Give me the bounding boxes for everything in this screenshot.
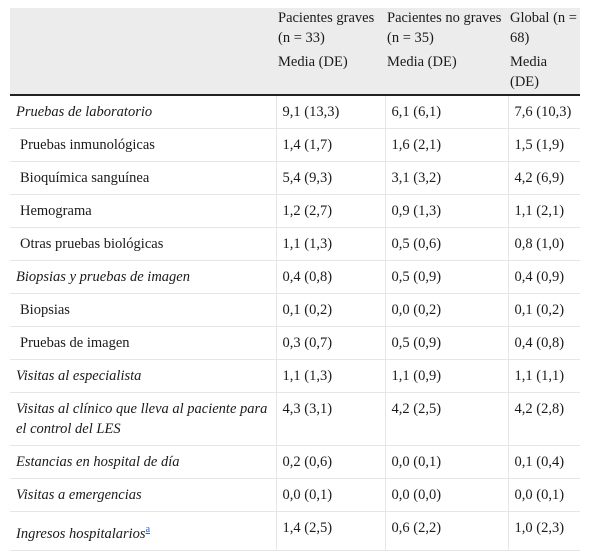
header-col-global: Global (n = 68) Media (DE) [508,8,580,96]
table-row: Estancias en hospital de día 0,2 (0,6) 0,0… [10,445,580,479]
cell-value-col1: 0,1 (0,2) [276,293,386,327]
row-label-text: Biopsias [20,302,70,318]
row-label-text: Visitas al especialista [16,368,142,384]
cell-value-col2: 0,9 (1,3) [385,194,509,228]
cell-value-col2: 0,5 (0,9) [385,326,509,360]
cell-value-col2: 1,6 (2,1) [385,128,509,162]
row-label: Biopsias [10,293,277,327]
row-label: Bioquímica sanguínea [10,161,277,195]
row-label-text: Hemograma [20,203,92,219]
data-table: Pacientes graves (n = 33) Media (DE) Pac… [10,8,580,551]
table-row: Biopsias y pruebas de imagen 0,4 (0,8) 0,5… [10,260,580,294]
cell-value-col1: 0,0 (0,1) [276,478,386,512]
header-col-global-title: Global (n = 68) [510,10,577,46]
row-label-text: Ingresos hospitalarios [16,525,146,542]
row-label: Otras pruebas biológicas [10,227,277,261]
cell-value-col3: 0,1 (0,2) [508,293,580,327]
row-label: Pruebas de laboratorio [10,95,277,129]
header-col-no-graves: Pacientes no graves (n = 35) Media (DE) [385,8,508,96]
row-label-text: Biopsias y pruebas de imagen [16,269,190,285]
row-label: Estancias en hospital de día [10,445,277,479]
cell-value-col1: 1,4 (1,7) [276,128,386,162]
cell-value-col3: 4,2 (6,9) [508,161,580,195]
cell-value-col1: 5,4 (9,3) [276,161,386,195]
cell-value-col3: 0,4 (0,9) [508,260,580,294]
cell-value-col2: 3,1 (3,2) [385,161,509,195]
cell-value-col1: 1,1 (1,3) [276,359,386,393]
table-body: Pruebas de laboratorio 9,1 (13,3) 6,1 (6,1… [10,95,580,551]
cell-value-col3: 0,1 (0,4) [508,445,580,479]
row-label: Hemograma [10,194,277,228]
cell-value-col3: 4,2 (2,8) [508,392,580,446]
row-label: Ingresos hospitalariosa [10,511,277,551]
table-row: Visitas al especialista 1,1 (1,3) 1,1 (0,9… [10,359,580,393]
table-row: Visitas a emergencias 0,0 (0,1) 0,0 (0,0) 0… [10,478,580,512]
row-label: Visitas al especialista [10,359,277,393]
row-label: Biopsias y pruebas de imagen [10,260,277,294]
table-row: Bioquímica sanguínea 5,4 (9,3) 3,1 (3,2) 4,… [10,161,580,195]
table-row: Pruebas inmunológicas 1,4 (1,7) 1,6 (2,1) 1… [10,128,580,162]
cell-value-col3: 7,6 (10,3) [508,95,580,129]
cell-value-col1: 0,3 (0,7) [276,326,386,360]
row-label-text: Pruebas de laboratorio [16,104,153,120]
row-label-text: Pruebas de imagen [20,335,130,351]
cell-value-col3: 1,0 (2,3) [508,511,580,551]
cell-value-col3: 1,1 (1,1) [508,359,580,393]
cell-value-col1: 0,2 (0,6) [276,445,386,479]
row-label: Pruebas inmunológicas [10,128,277,162]
cell-value-col1: 1,2 (2,7) [276,194,386,228]
table-row: Biopsias 0,1 (0,2) 0,0 (0,2) 0,1 (0,2) [10,293,580,327]
header-col-graves-title: Pacientes graves (n = 33) [278,10,375,46]
header-col-global-stat: Media (DE) [510,54,548,90]
header-empty-cell [10,8,276,96]
cell-value-col3: 1,1 (2,1) [508,194,580,228]
row-label: Pruebas de imagen [10,326,277,360]
cell-value-col3: 1,5 (1,9) [508,128,580,162]
table-row: Hemograma 1,2 (2,7) 0,9 (1,3) 1,1 (2,1) [10,194,580,228]
row-label-text: Otras pruebas biológicas [20,236,164,252]
header-col-no-graves-stat: Media (DE) [387,54,457,70]
table-row: Visitas al clínico que lleva al paciente… [10,392,580,446]
header-col-graves-stat: Media (DE) [278,54,348,70]
row-label: Visitas al clínico que lleva al paciente… [10,392,277,446]
cell-value-col2: 1,1 (0,9) [385,359,509,393]
table-header: Pacientes graves (n = 33) Media (DE) Pac… [10,8,580,96]
cell-value-col2: 6,1 (6,1) [385,95,509,129]
row-label-text: Bioquímica sanguínea [20,170,150,186]
cell-value-col1: 9,1 (13,3) [276,95,386,129]
table-row: Ingresos hospitalariosa 1,4 (2,5) 0,6 (2,2… [10,511,580,551]
row-label-text: Visitas al clínico que lleva al paciente… [16,401,268,437]
footnote-link[interactable]: a [145,524,151,535]
row-label-text: Visitas a emergencias [16,487,142,503]
row-label-text: Estancias en hospital de día [16,454,180,470]
table-row: Pruebas de imagen 0,3 (0,7) 0,5 (0,9) 0,4 (… [10,326,580,360]
cell-value-col1: 1,4 (2,5) [276,511,386,551]
cell-value-col2: 0,5 (0,9) [385,260,509,294]
cell-value-col2: 0,0 (0,0) [385,478,509,512]
cell-value-col1: 0,4 (0,8) [276,260,386,294]
cell-value-col1: 1,1 (1,3) [276,227,386,261]
cell-value-col2: 0,5 (0,6) [385,227,509,261]
table-row: Otras pruebas biológicas 1,1 (1,3) 0,5 (0,… [10,227,580,261]
cell-value-col3: 0,4 (0,8) [508,326,580,360]
row-label-text: Pruebas inmunológicas [20,137,155,153]
header-col-graves: Pacientes graves (n = 33) Media (DE) [276,8,385,96]
cell-value-col2: 4,2 (2,5) [385,392,509,446]
cell-value-col3: 0,0 (0,1) [508,478,580,512]
cell-value-col2: 0,6 (2,2) [385,511,509,551]
cell-value-col2: 0,0 (0,1) [385,445,509,479]
cell-value-col1: 4,3 (3,1) [276,392,386,446]
cell-value-col2: 0,0 (0,2) [385,293,509,327]
table-row: Pruebas de laboratorio 9,1 (13,3) 6,1 (6,1… [10,95,580,129]
header-col-no-graves-title: Pacientes no graves (n = 35) [387,10,502,46]
row-label: Visitas a emergencias [10,478,277,512]
cell-value-col3: 0,8 (1,0) [508,227,580,261]
